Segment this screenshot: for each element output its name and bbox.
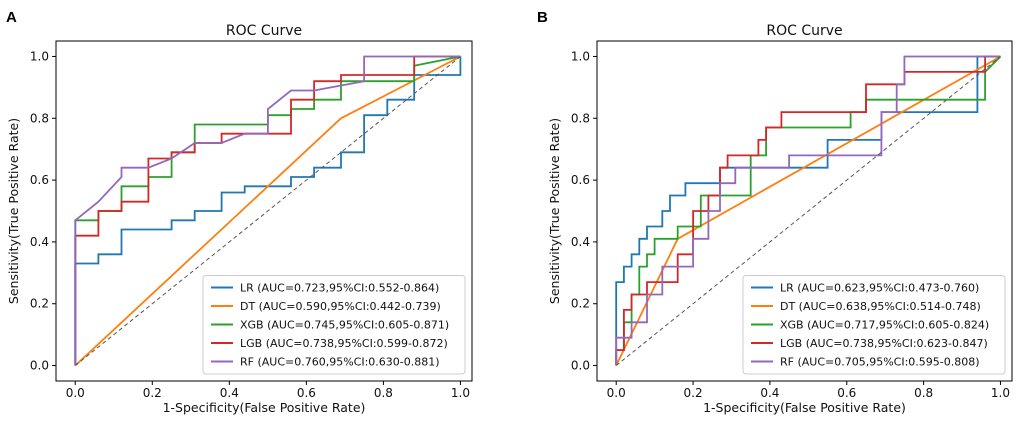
y-tick-label: 0.8 [571,111,590,125]
legend-entry-xgb: XGB (AUC=0.717,95%CI:0.605-0.824) [780,319,989,332]
y-tick-label: 0.4 [30,235,49,249]
y-tick-label: 0.6 [30,173,49,187]
x-tick-label: 0.2 [684,386,703,400]
chart-title: ROC Curve [766,23,842,39]
y-axis-label: Sensitivity(True Positive Rate) [6,118,21,304]
y-tick-label: 0.0 [571,359,590,373]
legend-box [742,275,1006,375]
legend-entry-rf: RF (AUC=0.705,95%CI:0.595-0.808) [780,356,980,369]
x-tick-label: 0.4 [760,386,779,400]
legend-entry-lgb: LGB (AUC=0.738,95%CI:0.599-0.872) [240,337,448,350]
x-axis-label: 1-Specificity(False Positive Rate) [703,400,906,415]
x-tick-label: 1.0 [991,386,1010,400]
x-tick-label: 0.0 [607,386,626,400]
x-axis-label: 1-Specificity(False Positive Rate) [163,400,366,415]
legend: LR (AUC=0.623,95%CI:0.473-0.760) DT (AUC=… [742,275,1006,375]
series-line-rf [74,55,461,366]
x-tick-label: 0.8 [914,386,933,400]
y-tick-label: 0.8 [30,111,49,125]
series-line-lgb [615,55,1001,366]
x-tick-label: 0.8 [374,386,393,400]
y-tick-label: 0.4 [571,235,590,249]
x-tick-label: 1.0 [451,386,470,400]
series-line-chance [74,56,461,366]
panel-letter: B [537,9,548,26]
chart-title: ROC Curve [226,23,302,39]
legend-entry-dt: DT (AUC=0.638,95%CI:0.514-0.748) [780,300,981,313]
x-tick-label: 0.2 [143,386,162,400]
legend-entry-lgb: LGB (AUC=0.738,95%CI:0.623-0.847) [780,337,988,350]
y-tick-label: 0.2 [30,297,49,311]
y-axis-label: Sensitivity(True Positive Rate) [547,118,562,304]
series-line-chance [615,56,1001,366]
x-tick-label: 0.0 [66,386,85,400]
panel-letter: A [6,9,17,26]
x-tick-label: 0.4 [220,386,239,400]
legend-entry-xgb: XGB (AUC=0.745,95%CI:0.605-0.871) [240,319,449,332]
legend-entry-lr: LR (AUC=0.623,95%CI:0.473-0.760) [780,282,979,295]
roc-panel-b: B ROC Curve 0.0 0.2 0.4 0.6 0.8 1.0 0.0 0.2 0.4 0.6… [537,9,1013,415]
series-line-dt [74,55,461,367]
y-tick-label: 0.6 [571,173,590,187]
legend: LR (AUC=0.723,95%CI:0.552-0.864) DT (AUC=… [202,275,466,375]
y-tick-label: 0.0 [30,359,49,373]
legend-box [202,275,466,375]
x-tick-label: 0.6 [837,386,856,400]
series-line-rf [615,55,1001,366]
y-tick-label: 0.2 [571,297,590,311]
legend-entry-dt: DT (AUC=0.590,95%CI:0.442-0.739) [240,300,441,313]
roc-panel-a: A ROC Curve 0.0 0.2 0.4 0.6 0.8 1.0 0.0 0.2 0.4 0.6… [6,9,473,415]
x-tick-label: 0.6 [297,386,316,400]
y-tick-label: 1.0 [571,49,590,63]
legend-entry-rf: RF (AUC=0.760,95%CI:0.630-0.881) [240,356,440,369]
legend-entry-lr: LR (AUC=0.723,95%CI:0.552-0.864) [240,282,439,295]
y-tick-label: 1.0 [30,49,49,63]
